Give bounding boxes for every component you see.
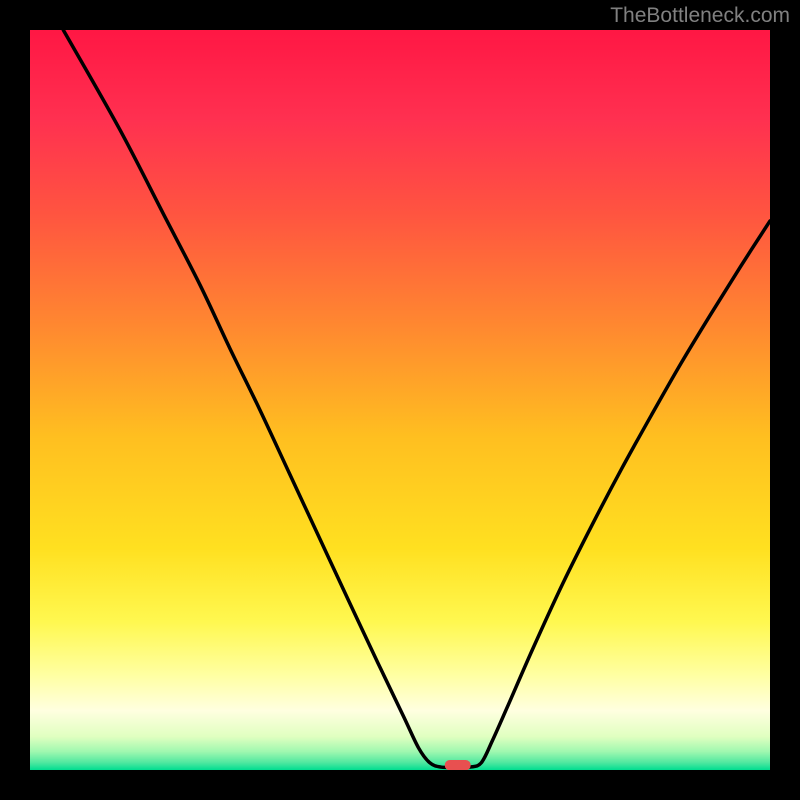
optimal-marker bbox=[445, 760, 471, 770]
bottleneck-chart bbox=[30, 30, 770, 770]
chart-svg bbox=[30, 30, 770, 770]
watermark-text: TheBottleneck.com bbox=[610, 4, 790, 28]
